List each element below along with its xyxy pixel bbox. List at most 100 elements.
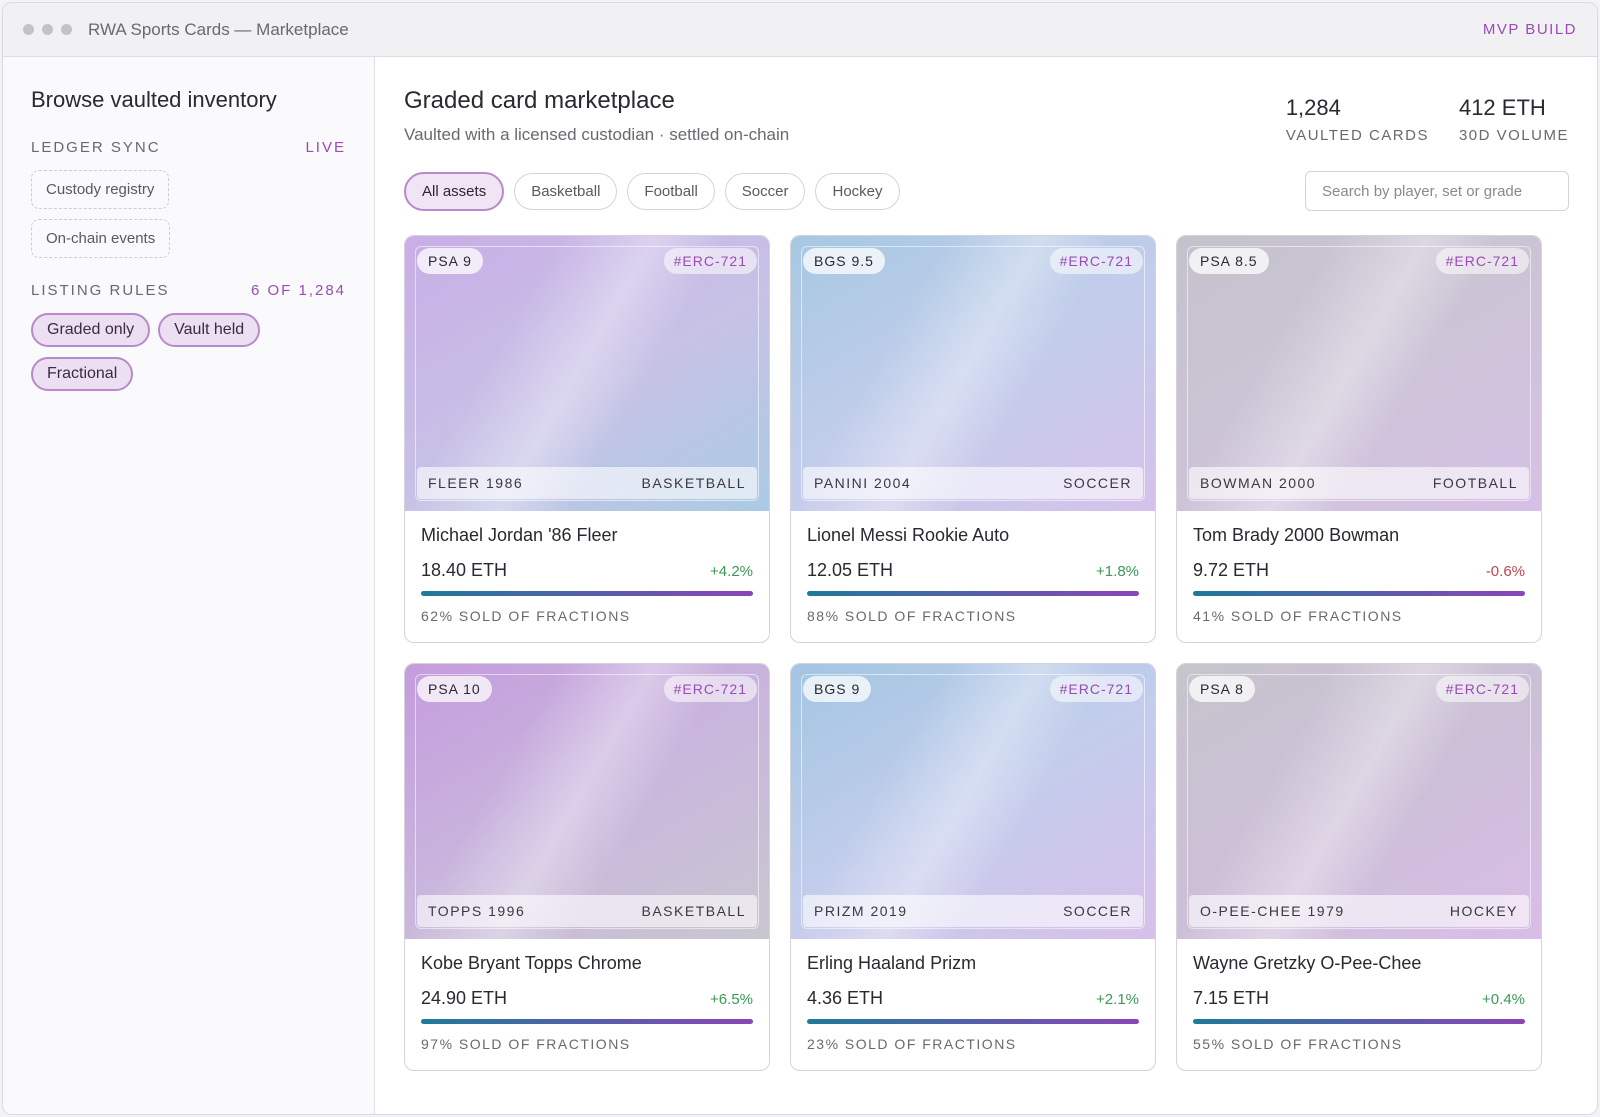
card-name: Michael Jordan '86 Fleer — [421, 525, 618, 545]
listing-card[interactable]: PSA 8.5 #ERC-721 BOWMAN 2000 FOOTBALL To… — [1176, 235, 1542, 643]
price-change: +0.4% — [1482, 991, 1525, 1008]
card-body: Tom Brady 2000 Bowman 9.72 ETH -0.6% 41%… — [1177, 511, 1541, 638]
token-standard-badge: #ERC-721 — [663, 676, 757, 702]
price-change: -0.6% — [1485, 563, 1525, 580]
stat-label: 30D VOLUME — [1458, 127, 1569, 144]
sidebar-title: Browse vaulted inventory — [31, 87, 277, 112]
card-meta-strip: PRIZM 2019 SOCCER — [803, 895, 1143, 927]
card-shine — [405, 236, 769, 511]
card-frame — [415, 674, 759, 929]
listing-card[interactable]: BGS 9.5 #ERC-721 PANINI 2004 SOCCER Lion… — [790, 235, 1156, 643]
stat-value: 1,284 — [1285, 95, 1341, 120]
window-controls — [23, 24, 72, 35]
card-sport: HOCKEY — [1449, 903, 1518, 919]
card-meta-strip: FLEER 1986 BASKETBALL — [417, 467, 757, 499]
rule-tag-graded-only[interactable]: Graded only — [31, 313, 151, 347]
card-shine — [1177, 236, 1541, 511]
listing-rules-row: LISTING RULES 6 OF 1,284 — [31, 282, 346, 299]
maximize-window-button[interactable] — [61, 24, 72, 35]
card-meta-strip: PANINI 2004 SOCCER — [803, 467, 1143, 499]
fraction-progress-bar — [1193, 1019, 1525, 1024]
rule-tag-vault-held[interactable]: Vault held — [158, 313, 261, 347]
grade-badge: PSA 9 — [417, 248, 483, 274]
price-row: 12.05 ETH +1.8% — [807, 560, 1139, 581]
fractions-sold-label: 62% SOLD OF FRACTIONS — [421, 608, 631, 624]
listing-rules-label: LISTING RULES — [31, 282, 170, 299]
listing-card[interactable]: BGS 9 #ERC-721 PRIZM 2019 SOCCER Erling … — [790, 663, 1156, 1071]
card-artwork: PSA 8.5 #ERC-721 BOWMAN 2000 FOOTBALL — [1177, 236, 1541, 511]
search-input[interactable] — [1305, 171, 1569, 211]
card-body: Wayne Gretzky O-Pee-Chee 7.15 ETH +0.4% … — [1177, 939, 1541, 1066]
grade-badge: PSA 8.5 — [1189, 248, 1269, 274]
card-sport: FOOTBALL — [1432, 475, 1518, 491]
card-shine — [1177, 664, 1541, 939]
filter-chip-football[interactable]: Football — [627, 172, 715, 210]
card-set: O-PEE-CHEE 1979 — [1200, 903, 1345, 919]
stats-panel: 1,284 VAULTED CARDS 412 ETH 30D VOLUME — [1286, 95, 1569, 144]
fraction-progress-bar — [807, 1019, 1139, 1024]
fraction-progress-bar — [421, 591, 753, 596]
card-price: 4.36 ETH — [807, 988, 884, 1008]
stat-vaulted-cards: 1,284 VAULTED CARDS — [1286, 95, 1429, 144]
filter-chip-all-assets[interactable]: All assets — [404, 171, 505, 211]
price-row: 24.90 ETH +6.5% — [421, 988, 753, 1009]
card-name: Tom Brady 2000 Bowman — [1193, 525, 1400, 545]
card-price: 9.72 ETH — [1193, 560, 1270, 580]
card-price: 12.05 ETH — [807, 560, 894, 580]
card-price: 7.15 ETH — [1193, 988, 1270, 1008]
filter-chip-soccer[interactable]: Soccer — [724, 172, 806, 210]
card-meta-strip: TOPPS 1996 BASKETBALL — [417, 895, 757, 927]
ledger-sync-row: LEDGER SYNC LIVE — [31, 139, 346, 156]
filter-chip-basketball[interactable]: Basketball — [514, 172, 618, 210]
card-frame — [801, 246, 1145, 501]
stat-value: 412 ETH — [1458, 95, 1546, 120]
build-badge: MVP BUILD — [1482, 21, 1577, 38]
page-subtitle: Vaulted with a licensed custodian · sett… — [404, 125, 790, 144]
card-name: Erling Haaland Prizm — [807, 953, 977, 973]
card-frame — [415, 246, 759, 501]
price-row: 7.15 ETH +0.4% — [1193, 988, 1525, 1009]
token-standard-badge: #ERC-721 — [1435, 676, 1529, 702]
card-shine — [791, 236, 1155, 511]
card-frame — [1187, 674, 1531, 929]
filter-chip-hockey[interactable]: Hockey — [815, 172, 900, 210]
listing-rules-count: 6 OF 1,284 — [250, 282, 346, 299]
card-frame — [1187, 246, 1531, 501]
filter-bar: All assets Basketball Football Soccer Ho… — [404, 171, 1569, 211]
listing-card[interactable]: PSA 9 #ERC-721 FLEER 1986 BASKETBALL Mic… — [404, 235, 770, 643]
token-standard-badge: #ERC-721 — [1049, 248, 1143, 274]
card-set: BOWMAN 2000 — [1200, 475, 1317, 491]
fractions-sold-label: 97% SOLD OF FRACTIONS — [421, 1036, 631, 1052]
fractions-sold-label: 55% SOLD OF FRACTIONS — [1193, 1036, 1403, 1052]
stat-30d-volume: 412 ETH 30D VOLUME — [1459, 95, 1569, 144]
sidebar-item-on-chain-events[interactable]: On-chain events — [31, 219, 171, 258]
page-header: Graded card marketplace Vaulted with a l… — [404, 87, 1569, 145]
window-title: RWA Sports Cards — Marketplace — [88, 19, 349, 39]
close-window-button[interactable] — [23, 24, 34, 35]
card-grid: PSA 9 #ERC-721 FLEER 1986 BASKETBALL Mic… — [404, 235, 1569, 1071]
token-standard-badge: #ERC-721 — [1049, 676, 1143, 702]
token-standard-badge: #ERC-721 — [663, 248, 757, 274]
listing-card[interactable]: PSA 10 #ERC-721 TOPPS 1996 BASKETBALL Ko… — [404, 663, 770, 1071]
card-body: Michael Jordan '86 Fleer 18.40 ETH +4.2%… — [405, 511, 769, 638]
grade-badge: BGS 9.5 — [803, 248, 885, 274]
price-change: +1.8% — [1096, 563, 1139, 580]
card-set: PRIZM 2019 — [814, 903, 908, 919]
token-standard-badge: #ERC-721 — [1435, 248, 1529, 274]
price-change: +6.5% — [710, 991, 753, 1008]
card-set: PANINI 2004 — [814, 475, 912, 491]
listing-card[interactable]: PSA 8 #ERC-721 O-PEE-CHEE 1979 HOCKEY Wa… — [1176, 663, 1542, 1071]
card-artwork: BGS 9.5 #ERC-721 PANINI 2004 SOCCER — [791, 236, 1155, 511]
card-set: FLEER 1986 — [428, 475, 524, 491]
minimize-window-button[interactable] — [42, 24, 53, 35]
price-row: 9.72 ETH -0.6% — [1193, 560, 1525, 581]
sidebar: Browse vaulted inventory LEDGER SYNC LIV… — [3, 57, 375, 1114]
card-sport: BASKETBALL — [641, 903, 746, 919]
sidebar-item-custody-registry[interactable]: Custody registry — [31, 170, 170, 209]
card-sport: SOCCER — [1063, 903, 1132, 919]
rule-tag-fractional[interactable]: Fractional — [31, 357, 134, 391]
main-content: Graded card marketplace Vaulted with a l… — [376, 57, 1597, 1114]
fraction-progress-bar — [1193, 591, 1525, 596]
fractions-sold-label: 88% SOLD OF FRACTIONS — [807, 608, 1017, 624]
